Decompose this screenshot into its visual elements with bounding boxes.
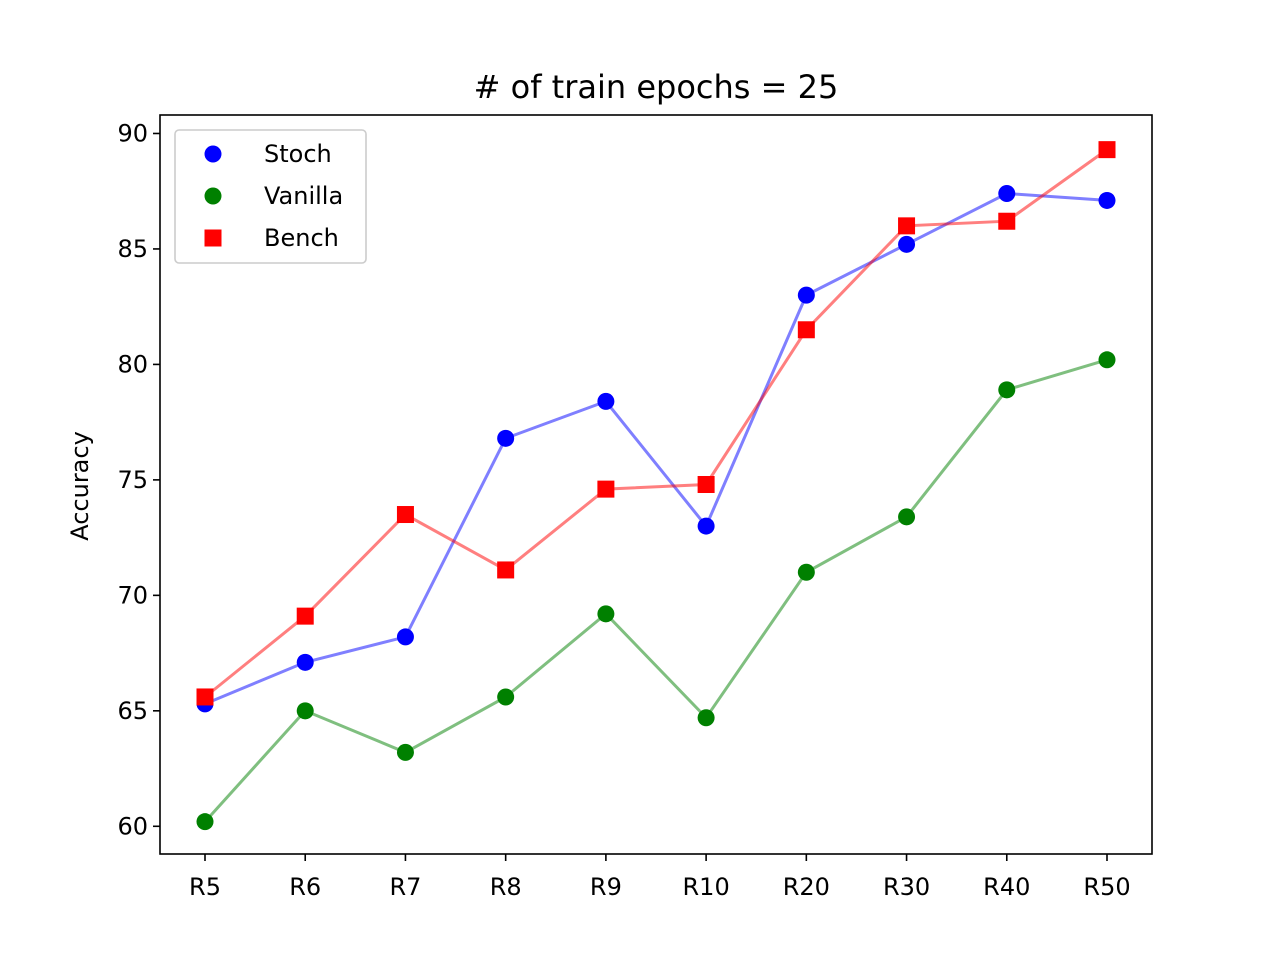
data-point-bench [597, 480, 615, 498]
data-point-bench [396, 506, 414, 524]
legend-marker-vanilla [204, 187, 222, 205]
plot-frame [159, 114, 1153, 855]
legend-label-bench: Bench [264, 224, 339, 252]
legend-marker-stoch [204, 145, 222, 163]
series-line-bench [204, 148, 1108, 699]
data-point-vanilla [1098, 351, 1116, 369]
data-point-bench [797, 321, 815, 339]
chart-title: # of train epochs = 25 [474, 68, 839, 106]
data-point-vanilla [396, 743, 414, 761]
x-tick-label: R50 [1083, 873, 1130, 901]
data-point-vanilla [797, 563, 815, 581]
data-point-bench [1098, 141, 1116, 159]
x-tick-label: R9 [590, 873, 622, 901]
data-point-vanilla [898, 508, 916, 526]
legend-label-vanilla: Vanilla [264, 182, 343, 210]
data-point-vanilla [697, 709, 715, 727]
legend-marker-bench [204, 229, 222, 247]
x-tick-label: R6 [289, 873, 321, 901]
axes-ticks: 60 65 70 75 80 85 90 R5 R6 R7 R8 R9 R10 R20 R30 R40 R50 [117, 119, 1130, 901]
x-tick-label: R8 [490, 873, 522, 901]
legend-box [174, 129, 367, 264]
y-tick-label: 75 [117, 466, 148, 494]
data-point-stoch [898, 235, 916, 253]
data-point-stoch [998, 185, 1016, 203]
x-tick-label: R7 [389, 873, 421, 901]
y-tick-label: 60 [117, 812, 148, 840]
series-markers [196, 141, 1116, 831]
series-lines [203, 148, 1108, 823]
y-axis-label-group: Accuracy [66, 431, 94, 541]
data-point-bench [196, 688, 214, 706]
data-point-bench [998, 212, 1016, 230]
data-point-bench [497, 561, 515, 579]
data-point-stoch [497, 429, 515, 447]
y-tick-label: 85 [117, 235, 148, 263]
data-point-vanilla [296, 702, 314, 720]
y-axis-label: Accuracy [66, 431, 94, 541]
x-tick-label: R10 [683, 873, 730, 901]
legend-label-stoch: Stoch [264, 140, 332, 168]
data-point-vanilla [497, 688, 515, 706]
x-tick-label: R20 [783, 873, 830, 901]
y-tick-label: 65 [117, 697, 148, 725]
data-point-vanilla [196, 813, 214, 831]
legend: Stoch Vanilla Bench [174, 129, 367, 264]
series-line-vanilla [203, 358, 1108, 823]
data-point-bench [898, 217, 916, 235]
data-point-stoch [797, 286, 815, 304]
data-point-stoch [1098, 191, 1116, 209]
y-tick-label: 80 [117, 350, 148, 378]
y-tick-label: 70 [117, 581, 148, 609]
data-point-bench [296, 607, 314, 625]
data-point-vanilla [998, 381, 1016, 399]
data-point-stoch [697, 517, 715, 535]
x-tick-label: R30 [883, 873, 930, 901]
data-point-stoch [597, 392, 615, 410]
data-point-bench [697, 476, 715, 493]
x-tick-label: R5 [189, 873, 221, 901]
data-point-stoch [296, 653, 314, 671]
y-tick-label: 90 [117, 119, 148, 147]
data-point-stoch [396, 628, 414, 646]
series-line-stoch [204, 191, 1108, 706]
x-tick-label: R40 [983, 873, 1030, 901]
data-point-vanilla [597, 605, 615, 623]
